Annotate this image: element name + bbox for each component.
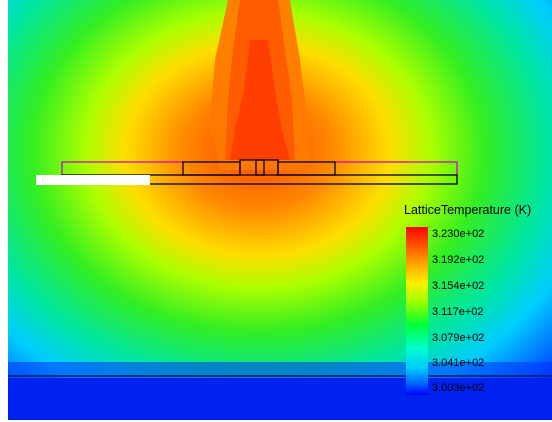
legend-tick-label: 3.230e+02 xyxy=(432,228,485,240)
colorbar xyxy=(406,227,428,395)
legend-tick-label: 3.192e+02 xyxy=(432,254,485,266)
legend-tick-label: 3.079e+02 xyxy=(432,332,485,344)
legend-tick-label: 3.003e+02 xyxy=(432,382,485,394)
legend-tick-label: 3.154e+02 xyxy=(432,280,485,292)
legend-tick-label: 3.117e+02 xyxy=(432,306,484,318)
contact-bar xyxy=(36,175,150,185)
substrate-region xyxy=(8,378,552,420)
legend-tick-label: 3.041e+02 xyxy=(432,357,485,369)
legend-title: LatticeTemperature (K) xyxy=(404,203,532,217)
